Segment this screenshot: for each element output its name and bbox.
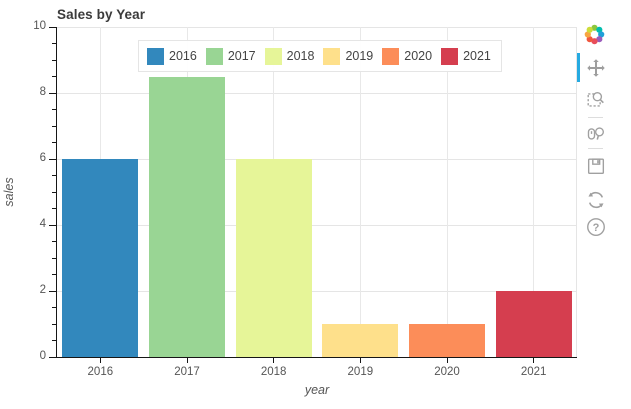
y-major-tick [49, 158, 56, 160]
help-icon: ? [585, 216, 607, 238]
y-major-tick [49, 224, 56, 226]
legend-item-2020: 2020 [382, 47, 433, 65]
wheel-zoom-tool-button[interactable] [585, 122, 607, 144]
legend-item-2016: 2016 [147, 47, 197, 65]
y-minor-tick [52, 125, 56, 127]
pan-tool-button[interactable] [585, 57, 607, 79]
y-major-tick [49, 356, 56, 358]
toolbar-divider [588, 117, 603, 118]
gridline-vertical [446, 27, 448, 357]
help-tool-button[interactable]: ? [585, 216, 607, 238]
bokeh-logo-icon[interactable] [584, 24, 605, 45]
legend-item-2018: 2018 [264, 47, 315, 65]
y-minor-tick [52, 59, 56, 61]
bar-2021 [495, 291, 572, 357]
gridline-horizontal [57, 92, 577, 94]
y-minor-tick [52, 274, 56, 275]
active-tool-indicator [577, 53, 580, 82]
pan-icon [585, 57, 607, 79]
bar-2017 [148, 76, 226, 357]
y-minor-tick [52, 43, 56, 44]
y-minor-tick [52, 257, 56, 259]
y-axis-label: sales [2, 177, 16, 207]
bar-2018 [235, 159, 312, 357]
toolbar: ? [577, 0, 631, 409]
legend-swatch [147, 47, 164, 65]
legend-label: 2019 [345, 49, 374, 63]
toolbar-divider [588, 148, 603, 149]
legend-swatch [323, 47, 341, 65]
y-minor-tick [52, 323, 56, 325]
box-zoom-tool-button[interactable] [585, 88, 607, 110]
gridline-horizontal [57, 158, 577, 160]
y-tick-label: 0 [39, 350, 46, 362]
gridline-horizontal [57, 27, 577, 28]
y-major-tick [49, 290, 56, 292]
legend-label: 2018 [286, 49, 315, 63]
y-tick-label: 2 [39, 284, 46, 296]
legend-label: 2020 [404, 49, 433, 63]
y-major-tick [49, 92, 56, 94]
plot-area[interactable] [57, 27, 577, 357]
legend: 2016 2017 2018 2019 2020 2021 [138, 40, 502, 72]
x-axis-label: year [304, 383, 330, 397]
wheel-zoom-icon [585, 122, 607, 144]
x-tick-label: 2021 [520, 366, 547, 378]
y-minor-tick [52, 191, 56, 193]
y-minor-tick [52, 241, 56, 242]
y-tick-label: 8 [39, 86, 46, 98]
plot-frame-border [57, 27, 577, 358]
bar-2020 [408, 324, 486, 357]
y-minor-tick [52, 142, 56, 143]
bar-2016 [62, 159, 139, 357]
y-tick-label: 10 [33, 20, 46, 32]
svg-text:?: ? [593, 222, 600, 234]
reset-tool-button[interactable] [585, 189, 607, 211]
x-tick-label: 2017 [174, 366, 200, 378]
legend-label: 2016 [169, 49, 197, 63]
y-major-tick [49, 26, 56, 28]
gridline-horizontal [57, 290, 577, 292]
x-tick-label: 2018 [260, 366, 287, 378]
y-minor-tick [52, 307, 56, 308]
legend-swatch [382, 47, 400, 65]
bar-2019 [322, 324, 399, 357]
legend-label: 2021 [463, 49, 491, 63]
legend-item-2019: 2019 [323, 47, 374, 65]
gridline-horizontal [57, 224, 577, 226]
x-tick-label: 2020 [434, 366, 460, 378]
save-tool-button[interactable] [585, 155, 607, 177]
legend-item-2021: 2021 [441, 47, 491, 65]
y-minor-tick [52, 175, 56, 176]
gridline-vertical [533, 27, 535, 357]
legend-item-2017: 2017 [205, 47, 256, 65]
reset-icon [585, 189, 607, 211]
y-minor-tick [52, 340, 56, 341]
legend-swatch [205, 47, 223, 65]
x-tick-label: 2019 [347, 366, 374, 378]
box-zoom-icon [585, 88, 607, 110]
x-tick-label: 2016 [87, 366, 114, 378]
y-minor-tick [52, 208, 56, 209]
y-minor-tick [52, 76, 56, 77]
legend-label: 2017 [227, 49, 256, 63]
y-minor-tick [52, 109, 56, 110]
save-icon [585, 155, 607, 177]
legend-swatch [264, 47, 282, 65]
gridline-vertical [359, 27, 361, 357]
chart-title: Sales by Year [57, 7, 146, 22]
legend-swatch [441, 47, 459, 65]
